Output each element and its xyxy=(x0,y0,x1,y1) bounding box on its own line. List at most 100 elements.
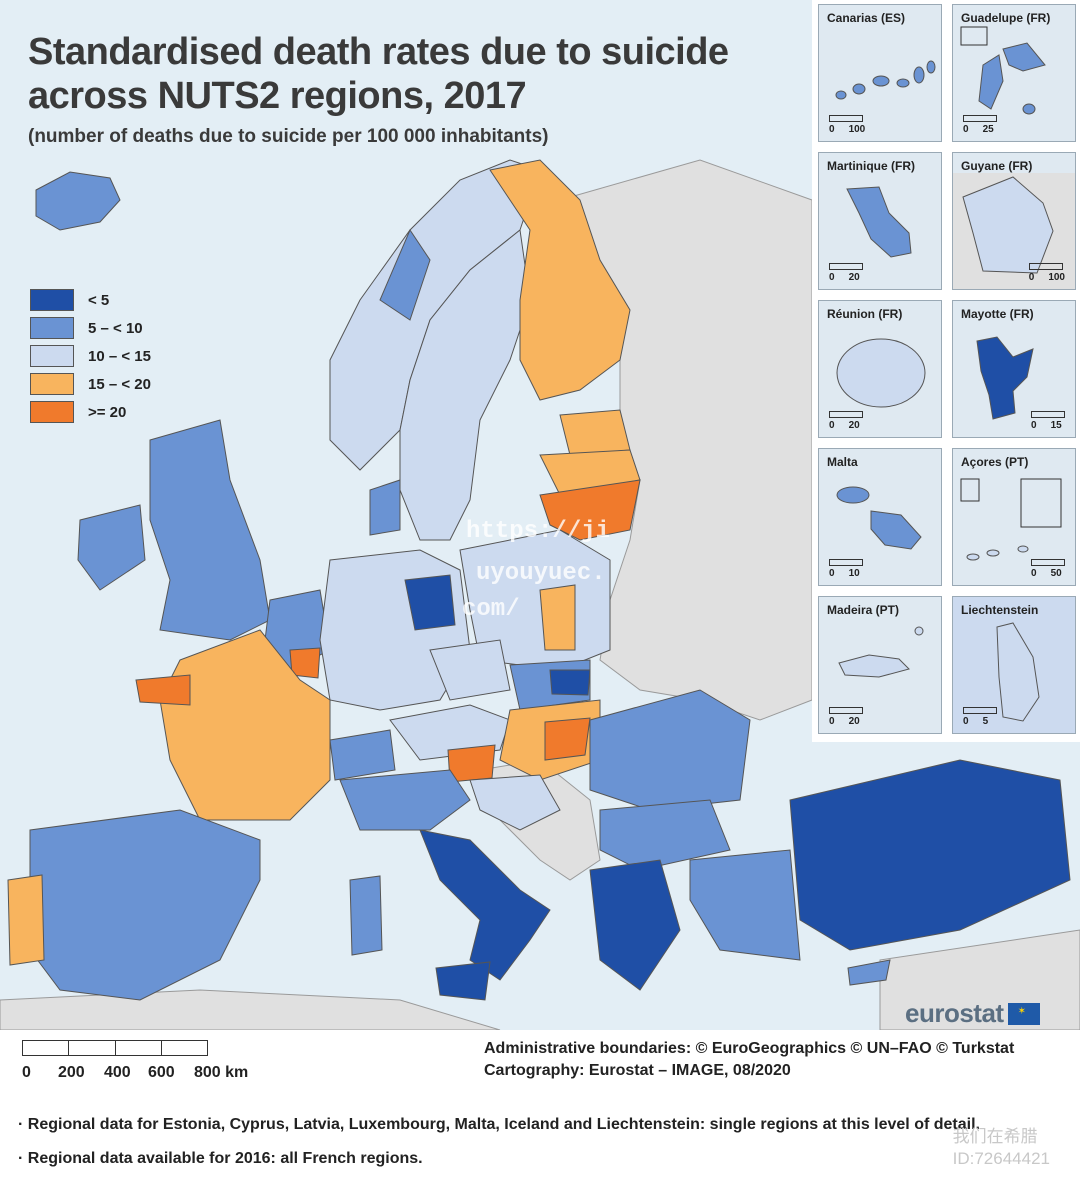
legend-label: 15 – < 20 xyxy=(88,375,151,393)
credits: Administrative boundaries: © EuroGeograp… xyxy=(484,1038,1014,1082)
scale-end: 50 xyxy=(1050,568,1062,579)
eurostat-logo: eurostat ✶ xyxy=(905,998,1040,1029)
legend-label: >= 20 xyxy=(88,403,127,421)
scale-end: 100 xyxy=(848,124,866,135)
bulgaria-region xyxy=(599,799,731,871)
europe-map xyxy=(0,159,1080,1030)
watermark-line: uyouyuec. xyxy=(476,560,606,587)
inset-scalebar: 0 20 xyxy=(829,411,863,431)
uk-region xyxy=(149,419,271,641)
scale-end: 10 xyxy=(848,568,860,579)
inset-scalebar: 0 25 xyxy=(963,115,997,135)
title-line-2: across NUTS2 regions, 2017 xyxy=(28,75,527,117)
credit-line: Administrative boundaries: © EuroGeograp… xyxy=(484,1040,1015,1057)
inset-panel: Canarias (ES) 0 100 Guadelupe (FR) 0 25 Ma… xyxy=(812,0,1080,742)
legend-label: 5 – < 10 xyxy=(88,319,143,337)
url-watermark-3: com/ xyxy=(462,596,520,623)
legend-swatch xyxy=(30,289,74,311)
denmark-region xyxy=(369,479,401,536)
slovakia-east xyxy=(549,669,591,696)
poland-east xyxy=(539,584,576,651)
inset-guyane: Guyane (FR) 0 100 xyxy=(952,152,1076,290)
inset-title: Réunion (FR) xyxy=(827,307,903,321)
malta-shape xyxy=(836,486,922,550)
title-line-1: Standardised death rates due to suicide xyxy=(28,31,729,73)
cyprus-region xyxy=(847,959,891,986)
eurostat-wordmark: eurostat xyxy=(905,998,1004,1028)
legend-swatch xyxy=(30,373,74,395)
legend-item: 10 – < 15 xyxy=(30,342,151,370)
france-region xyxy=(159,629,331,821)
map-canvas: Standardised death rates due to suicide … xyxy=(0,0,1080,1030)
bretagne-region xyxy=(135,674,191,706)
map-subtitle: (number of deaths due to suicide per 100… xyxy=(28,126,549,147)
mayotte-shape xyxy=(976,336,1034,420)
inset-scalebar: 0 10 xyxy=(829,559,863,579)
hungary-east xyxy=(544,717,591,761)
watermark-line: com/ xyxy=(462,596,520,623)
scale-start: 0 xyxy=(829,420,835,431)
footnotes: Regional data for Estonia, Cyprus, Latvi… xyxy=(18,1108,980,1176)
legend-label: 10 – < 15 xyxy=(88,347,151,365)
inset-title: Guyane (FR) xyxy=(961,159,1033,173)
inset-title: Malta xyxy=(827,455,858,469)
inset-scalebar: 0 100 xyxy=(1028,263,1065,283)
ireland-region xyxy=(77,504,146,591)
inset-scalebar: 0 20 xyxy=(829,707,863,727)
reunion-shape xyxy=(836,338,926,408)
inset-scalebar: 0 100 xyxy=(829,115,865,135)
legend-swatch xyxy=(30,317,74,339)
scale-end: 25 xyxy=(982,124,994,135)
url-watermark-2: uyouyuec. xyxy=(476,560,606,587)
scale-start: 0 xyxy=(829,568,835,579)
footnote: Regional data for Estonia, Cyprus, Latvi… xyxy=(18,1108,980,1142)
sardinia-region xyxy=(349,875,383,956)
wechat-watermark: 我们在希腊 ID:72644421 xyxy=(953,1126,1050,1170)
switzerland-region xyxy=(329,729,396,781)
legend-label: < 5 xyxy=(88,291,110,309)
acores-shape xyxy=(960,478,1062,561)
legend: < 5 5 – < 10 10 – < 15 15 – < 20 >= 20 xyxy=(30,286,151,426)
url-watermark: https://ji xyxy=(466,518,610,545)
czech-region xyxy=(429,639,511,701)
credit-line: Cartography: Eurostat – IMAGE, 08/2020 xyxy=(484,1062,791,1079)
scalebar-tick: 0 xyxy=(22,1064,31,1081)
scale-end: 20 xyxy=(848,716,860,727)
canarias-shape xyxy=(835,60,936,100)
watermark-cn-line: ID:72644421 xyxy=(952,1149,1050,1168)
scale-end: 5 xyxy=(982,716,989,727)
sicily-region xyxy=(435,961,491,1001)
scale-start: 0 xyxy=(829,716,835,727)
scale-end: 100 xyxy=(1048,272,1065,283)
inset-reunion: Réunion (FR) 0 20 xyxy=(818,300,942,438)
scale-start: 0 xyxy=(1031,568,1037,579)
inset-title: Madeira (PT) xyxy=(827,603,900,617)
italy-north xyxy=(339,769,471,831)
turkey-west xyxy=(689,849,801,961)
watermark-cn-line: 我们在希腊 xyxy=(952,1127,1038,1146)
italy-south xyxy=(419,829,551,981)
scale-end: 20 xyxy=(848,420,860,431)
inset-acores: Açores (PT) 0 50 xyxy=(952,448,1076,586)
legend-swatch xyxy=(30,345,74,367)
liechtenstein-shape xyxy=(996,622,1040,722)
scale-start: 0 xyxy=(1028,272,1035,283)
legend-item: < 5 xyxy=(30,286,151,314)
map-scalebar: 0 200 400 600 800 km xyxy=(22,1040,282,1084)
guadelupe-shape xyxy=(960,26,1046,115)
scale-start: 0 xyxy=(829,124,835,135)
scalebar-tick: 200 xyxy=(58,1064,85,1081)
iceland-region xyxy=(35,171,121,231)
inset-title: Canarias (ES) xyxy=(827,11,906,25)
slovenia-region xyxy=(447,744,496,783)
inset-title: Martinique (FR) xyxy=(827,159,915,173)
footnote: Regional data available for 2016: all Fr… xyxy=(18,1142,980,1176)
inset-guadelupe: Guadelupe (FR) 0 25 xyxy=(952,4,1076,142)
map-title: Standardised death rates due to suicide … xyxy=(28,30,729,118)
lithuania-region xyxy=(539,479,641,541)
eu-flag-icon: ✶ xyxy=(1007,1002,1040,1025)
sweden-north xyxy=(379,228,431,321)
berlin-region xyxy=(404,574,456,631)
